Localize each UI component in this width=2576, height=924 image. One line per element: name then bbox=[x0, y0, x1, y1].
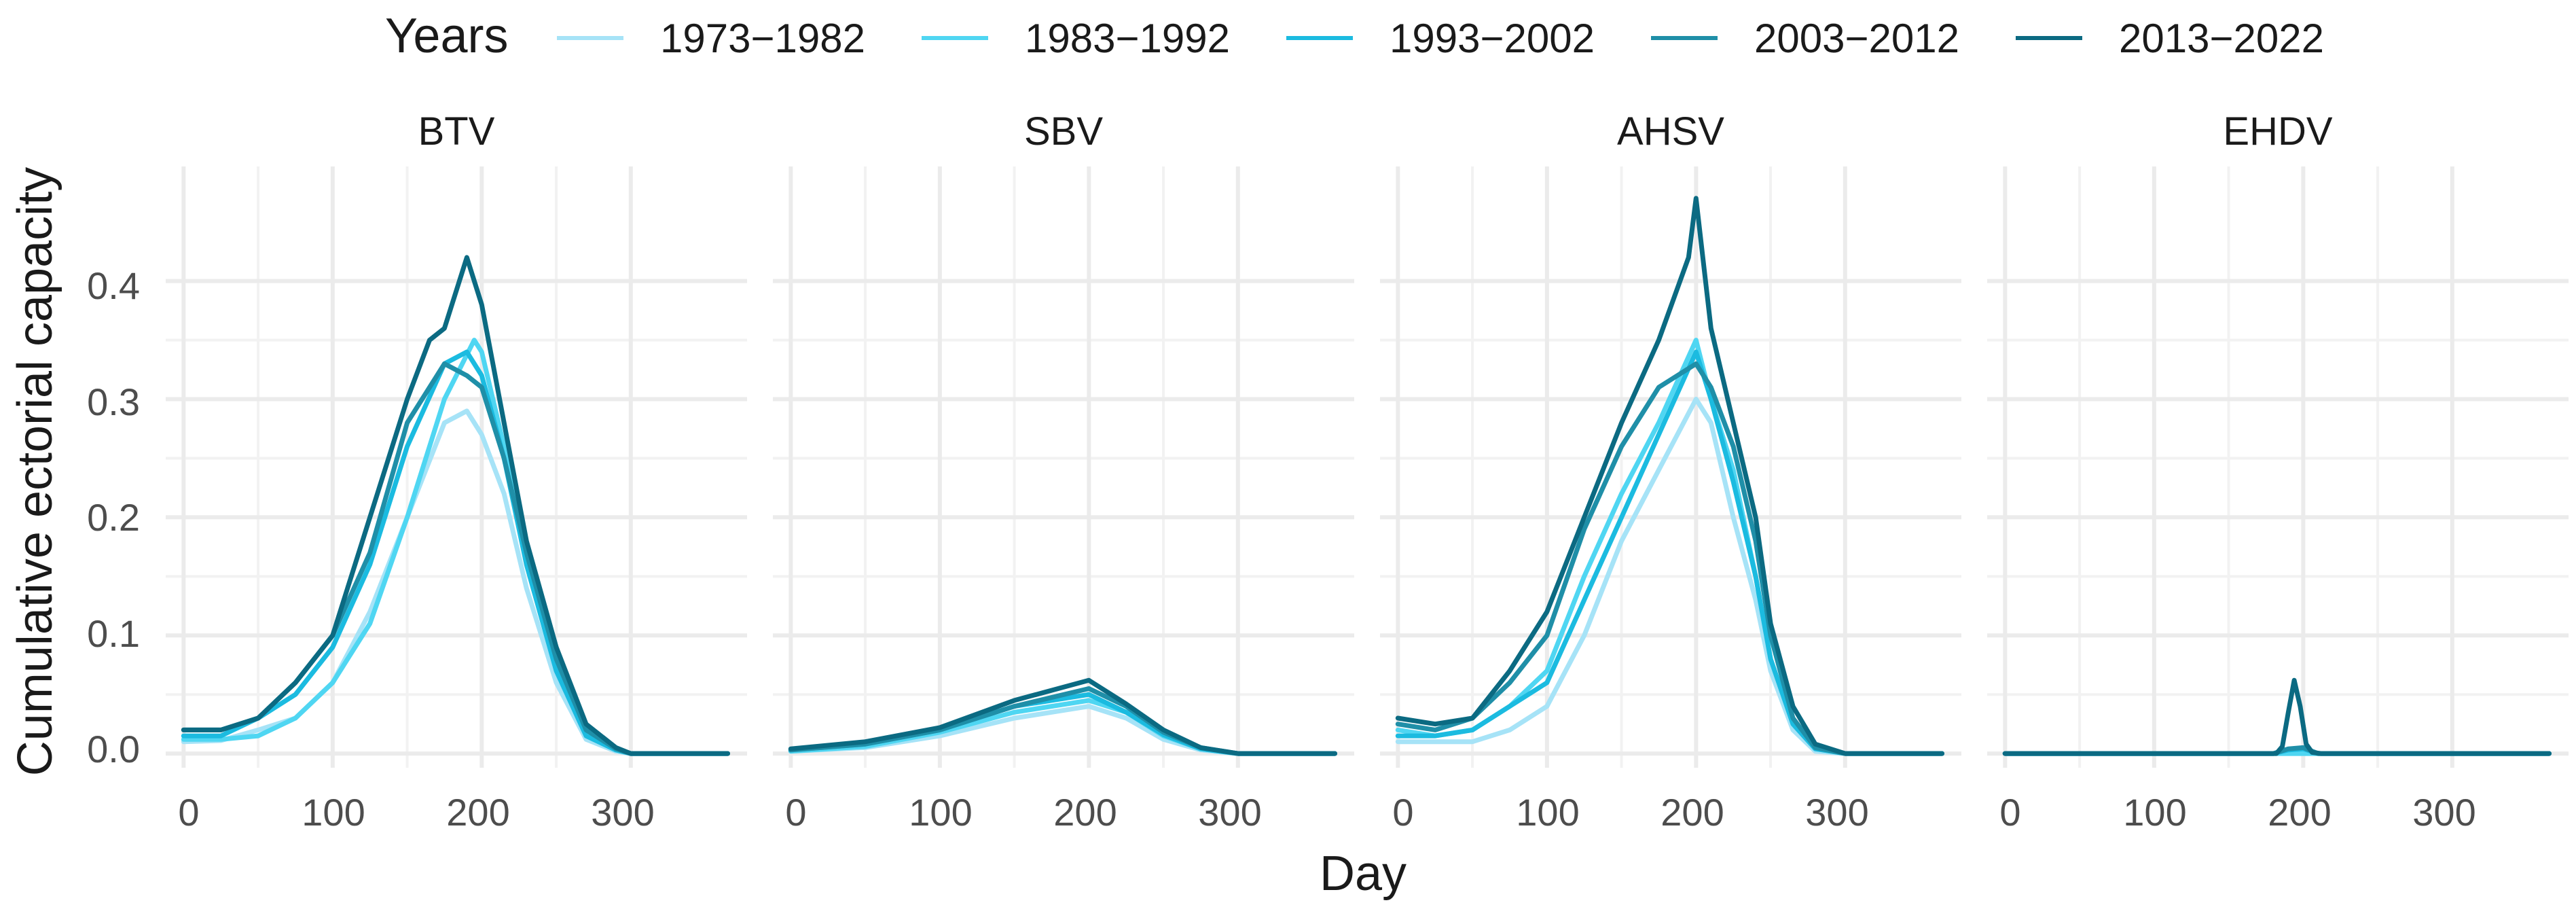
legend: Years 1973−1982 1983−1992 1993−2002 2003… bbox=[0, 0, 2576, 82]
x-tick-label: 300 bbox=[1805, 791, 1869, 834]
x-tick-label: 100 bbox=[2123, 791, 2187, 834]
legend-key bbox=[1651, 36, 1718, 40]
legend-title: Years bbox=[385, 9, 509, 63]
x-tick-label: 0 bbox=[1392, 791, 1414, 834]
x-tick-label: 200 bbox=[1053, 791, 1117, 834]
legend-key bbox=[557, 36, 623, 40]
legend-label: 2013−2022 bbox=[2119, 16, 2324, 61]
x-tick-label: 300 bbox=[591, 791, 655, 834]
y-tick-label: 0.2 bbox=[87, 496, 140, 539]
x-tick-label: 0 bbox=[1999, 791, 2021, 834]
x-tick-label: 200 bbox=[2268, 791, 2332, 834]
legend-label: 1993−2002 bbox=[1390, 16, 1595, 61]
series-line bbox=[181, 255, 730, 756]
panel-title: EHDV bbox=[2223, 109, 2333, 154]
series-line bbox=[1395, 196, 1944, 756]
x-tick-label: 0 bbox=[178, 791, 200, 834]
x-axis-title: Day bbox=[1319, 847, 1407, 901]
y-tick-label: 0.1 bbox=[87, 612, 140, 655]
legend-key bbox=[2016, 36, 2082, 40]
legend-label: 1983−1992 bbox=[1025, 16, 1230, 61]
legend-key bbox=[1286, 36, 1353, 40]
series-line bbox=[1395, 361, 1944, 756]
x-tick-label: 100 bbox=[1516, 791, 1580, 834]
x-tick-label: 300 bbox=[1198, 791, 1262, 834]
legend-key bbox=[922, 36, 988, 40]
series-line bbox=[2002, 677, 2552, 756]
x-tick-label: 200 bbox=[446, 791, 510, 834]
y-tick-label: 0.4 bbox=[87, 264, 140, 307]
y-tick-label: 0.3 bbox=[87, 380, 140, 423]
panel-title: AHSV bbox=[1617, 109, 1724, 154]
x-tick-label: 300 bbox=[2412, 791, 2476, 834]
x-tick-label: 100 bbox=[909, 791, 973, 834]
series-line bbox=[788, 677, 1337, 756]
panel-title: SBV bbox=[1023, 109, 1104, 154]
legend-label: 2003−2012 bbox=[1754, 16, 1959, 61]
series-line bbox=[181, 408, 730, 756]
series-line bbox=[1395, 338, 1944, 756]
panel-title: BTV bbox=[418, 109, 495, 154]
x-tick-label: 0 bbox=[785, 791, 807, 834]
x-tick-label: 200 bbox=[1661, 791, 1724, 834]
legend-label: 1973−1982 bbox=[660, 16, 865, 61]
x-tick-label: 100 bbox=[302, 791, 365, 834]
y-tick-label: 0.0 bbox=[87, 728, 140, 770]
series-line bbox=[181, 338, 730, 756]
